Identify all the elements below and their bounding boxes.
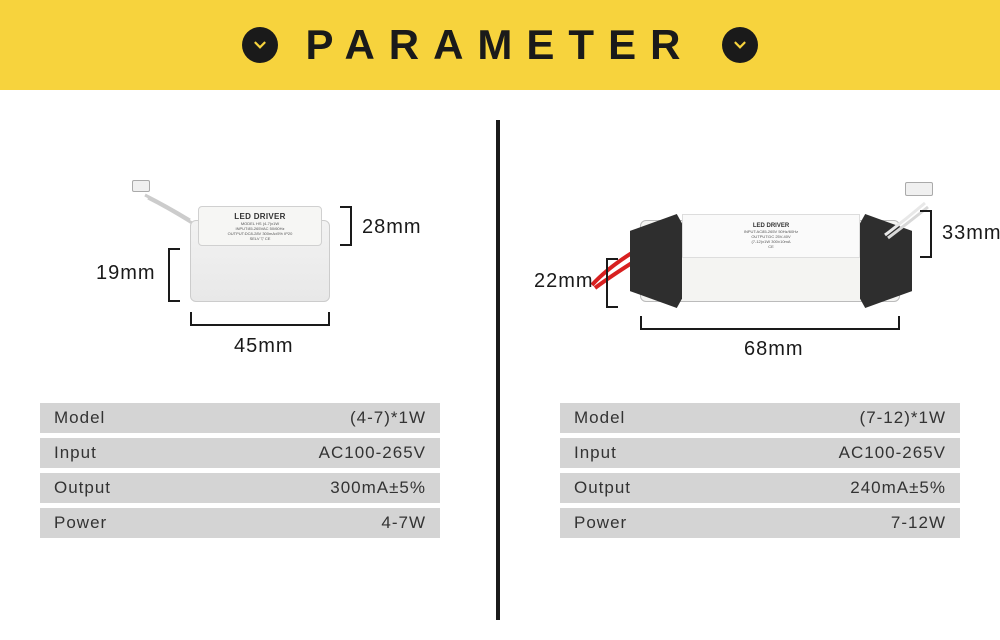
table-row: Output300mA±5% (40, 473, 440, 503)
chevron-down-icon (242, 27, 278, 63)
product-label-sub: CE (768, 244, 774, 249)
page-title: PARAMETER (306, 21, 695, 69)
table-row: Power7-12W (560, 508, 960, 538)
product-label-sub: SELV ▽ CE (250, 236, 271, 241)
table-row: Model(4-7)*1W (40, 403, 440, 433)
spec-value: (7-12)*1W (736, 403, 960, 433)
spec-value: 240mA±5% (736, 473, 960, 503)
dimension-bracket (920, 210, 932, 258)
dimension-width: 68mm (744, 338, 804, 361)
product-column-2: LED DRIVER INPUT:AC85-265V 50Hz/60Hz OUT… (500, 90, 1000, 640)
vertical-divider (496, 120, 500, 620)
driver-label-panel: LED DRIVER INPUT:AC85-265V 50Hz/60Hz OUT… (682, 214, 860, 258)
spec-label: Output (40, 473, 216, 503)
driver-endcap (630, 214, 682, 308)
table-row: Model(7-12)*1W (560, 403, 960, 433)
connector-icon (905, 182, 933, 196)
dimension-width: 45mm (234, 335, 294, 358)
spec-value: AC100-265V (736, 438, 960, 468)
spec-label: Model (40, 403, 216, 433)
dimension-bracket (190, 312, 330, 326)
chevron-down-icon (722, 27, 758, 63)
spec-value: (4-7)*1W (216, 403, 440, 433)
spec-label: Output (560, 473, 736, 503)
spec-value: 7-12W (736, 508, 960, 538)
content-area: LED DRIVER MODEL HS (4-7)x1W INPUT:85-26… (0, 90, 1000, 640)
spec-table-2: Model(7-12)*1W InputAC100-265V Output240… (560, 398, 960, 543)
spec-label: Input (40, 438, 216, 468)
dimension-depth: 33mm (942, 222, 1000, 245)
spec-value: 300mA±5% (216, 473, 440, 503)
table-row: Output240mA±5% (560, 473, 960, 503)
dimension-bracket (168, 248, 180, 302)
spec-value: 4-7W (216, 508, 440, 538)
spec-label: Power (40, 508, 216, 538)
spec-label: Input (560, 438, 736, 468)
dimension-depth: 28mm (362, 216, 422, 239)
header-banner: PARAMETER (0, 0, 1000, 90)
table-row: Power4-7W (40, 508, 440, 538)
connector-icon (132, 180, 150, 192)
dimension-bracket (606, 258, 618, 308)
dimension-height: 22mm (534, 270, 594, 293)
table-row: InputAC100-265V (560, 438, 960, 468)
product-column-1: LED DRIVER MODEL HS (4-7)x1W INPUT:85-26… (0, 90, 500, 640)
dimension-bracket (340, 206, 352, 246)
spec-label: Model (560, 403, 736, 433)
spec-value: AC100-265V (216, 438, 440, 468)
product-label-main: LED DRIVER (234, 212, 285, 221)
dimension-bracket (640, 316, 900, 330)
spec-table-1: Model(4-7)*1W InputAC100-265V Output300m… (40, 398, 440, 543)
product-image-1: LED DRIVER MODEL HS (4-7)x1W INPUT:85-26… (50, 140, 430, 380)
spec-label: Power (560, 508, 736, 538)
table-row: InputAC100-265V (40, 438, 440, 468)
product-image-2: LED DRIVER INPUT:AC85-265V 50Hz/60Hz OUT… (550, 140, 970, 380)
driver-label-panel: LED DRIVER MODEL HS (4-7)x1W INPUT:85-26… (198, 206, 322, 246)
dimension-height: 19mm (96, 262, 156, 285)
